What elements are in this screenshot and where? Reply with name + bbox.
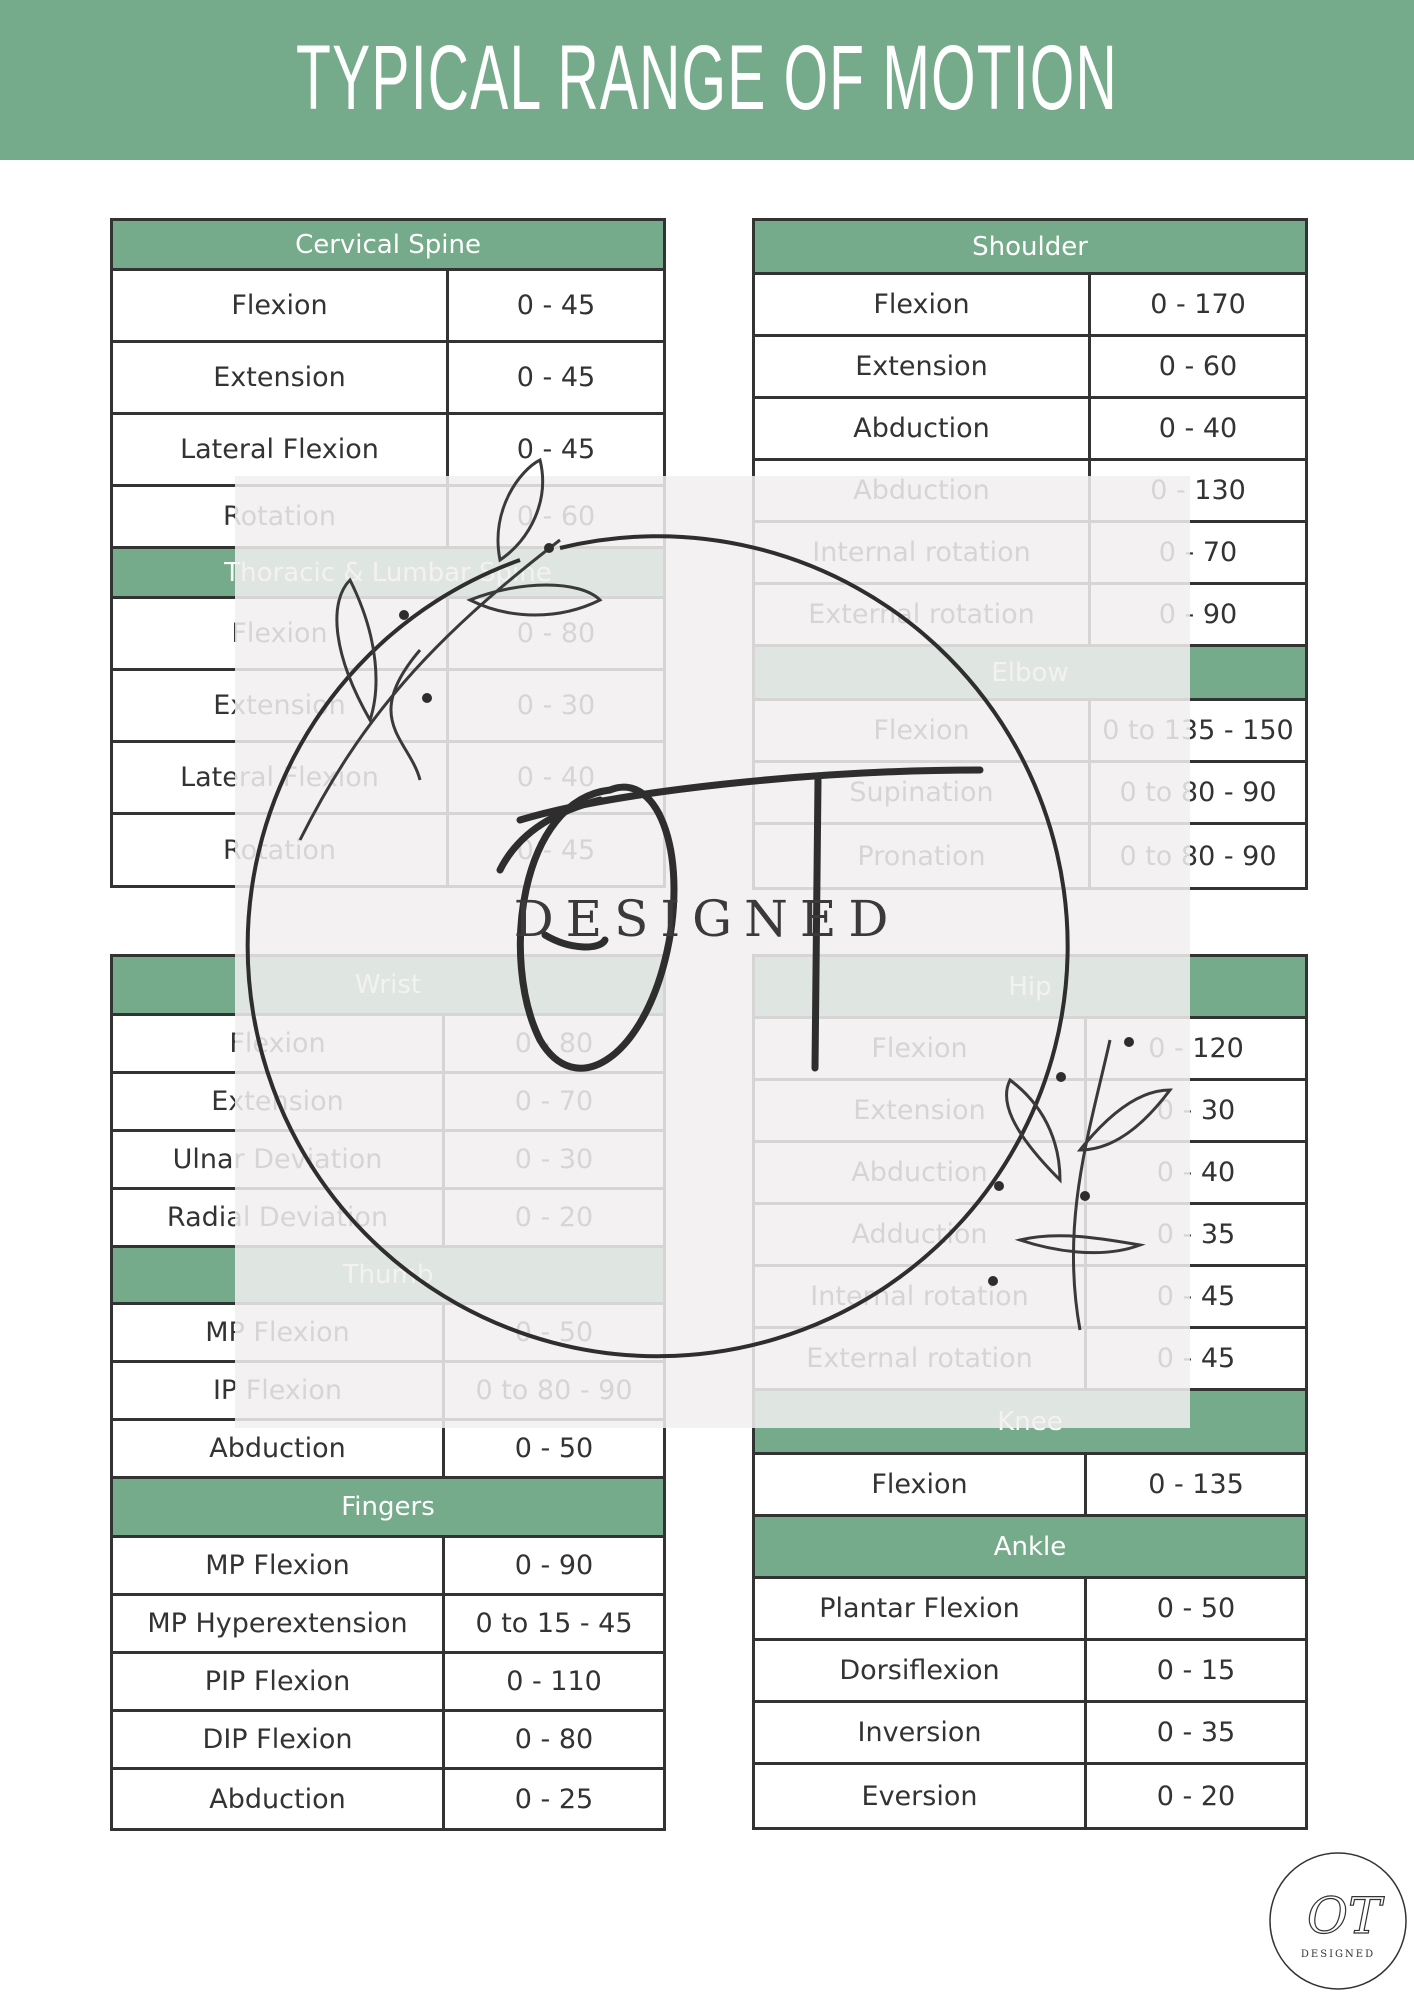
corner-logo: OT DESIGNED <box>1269 1852 1407 1990</box>
section-header: Cervical Spine <box>113 221 663 271</box>
table-row: MP Flexion 0 - 90 <box>113 1538 663 1596</box>
table-row: Abduction 0 - 40 <box>755 399 1305 461</box>
watermark-overlay <box>235 476 1190 1428</box>
table-row: Flexion 0 - 45 <box>113 271 663 343</box>
motion-range: 0 - 90 <box>514 1550 594 1581</box>
table-row: Extension 0 - 45 <box>113 343 663 415</box>
leaf-branch-icon <box>298 457 1174 1331</box>
table-row: Abduction 0 - 25 <box>113 1770 663 1828</box>
motion-range: 0 - 80 <box>514 1724 594 1755</box>
motion-label: Extension <box>113 343 449 412</box>
table-row: Plantar Flexion 0 - 50 <box>755 1579 1305 1641</box>
motion-range: 0 - 35 <box>1156 1717 1236 1748</box>
motion-range: 0 - 20 <box>1156 1780 1236 1812</box>
watermark-ot-monogram-icon <box>496 766 984 1072</box>
motion-label: Abduction <box>755 399 1091 458</box>
motion-label: Flexion <box>755 1455 1087 1514</box>
table-row: PIP Flexion 0 - 110 <box>113 1654 663 1712</box>
section-header: Ankle <box>755 1517 1305 1579</box>
table-row: DIP Flexion 0 - 80 <box>113 1712 663 1770</box>
corner-logo-ot: OT <box>1307 1887 1385 1945</box>
table-row: Flexion 0 - 135 <box>755 1455 1305 1517</box>
motion-range: 0 - 110 <box>506 1666 602 1697</box>
motion-range: 0 - 45 <box>516 290 596 321</box>
motion-range: 0 to 15 - 45 <box>475 1608 633 1639</box>
table-row: Eversion 0 - 20 <box>755 1765 1305 1827</box>
motion-range: 0 - 40 <box>1158 413 1238 444</box>
corner-logo-designed: DESIGNED <box>1301 1949 1375 1960</box>
motion-label: DIP Flexion <box>113 1712 445 1767</box>
motion-label: Dorsiflexion <box>755 1641 1087 1700</box>
section-header: Shoulder <box>755 221 1305 275</box>
table-row: Dorsiflexion 0 - 15 <box>755 1641 1305 1703</box>
motion-range: 0 - 60 <box>1158 351 1238 382</box>
page-title: Typical range of motion <box>296 27 1118 129</box>
motion-range: 0 - 25 <box>514 1783 594 1815</box>
motion-label: Flexion <box>755 275 1091 334</box>
motion-range: 0 - 170 <box>1150 289 1246 320</box>
motion-range: 0 - 50 <box>514 1433 594 1464</box>
motion-range: 0 - 15 <box>1156 1655 1236 1686</box>
motion-range: 0 - 45 <box>516 362 596 393</box>
motion-label: MP Hyperextension <box>113 1596 445 1651</box>
table-row: Flexion 0 - 170 <box>755 275 1305 337</box>
motion-label: Plantar Flexion <box>755 1579 1087 1638</box>
motion-label: Lateral Flexion <box>113 415 449 484</box>
motion-range: 0 - 50 <box>1156 1593 1236 1624</box>
motion-label: MP Flexion <box>113 1538 445 1593</box>
motion-range: 0 - 45 <box>516 434 596 465</box>
motion-label: Extension <box>755 337 1091 396</box>
table-row: Inversion 0 - 35 <box>755 1703 1305 1765</box>
motion-label: Inversion <box>755 1703 1087 1762</box>
motion-label: PIP Flexion <box>113 1654 445 1709</box>
table-row: Abduction 0 - 50 <box>113 1421 663 1479</box>
motion-label: Abduction <box>113 1770 445 1828</box>
motion-label: Eversion <box>755 1765 1087 1827</box>
motion-range: 0 - 135 <box>1148 1469 1244 1500</box>
watermark-designed-text: DESIGNED <box>514 890 901 948</box>
table-row: MP Hyperextension 0 to 15 - 45 <box>113 1596 663 1654</box>
motion-label: Abduction <box>113 1421 445 1476</box>
table-row: Extension 0 - 60 <box>755 337 1305 399</box>
title-banner: Typical range of motion <box>0 0 1414 160</box>
motion-label: Flexion <box>113 271 449 340</box>
section-header: Fingers <box>113 1479 663 1538</box>
